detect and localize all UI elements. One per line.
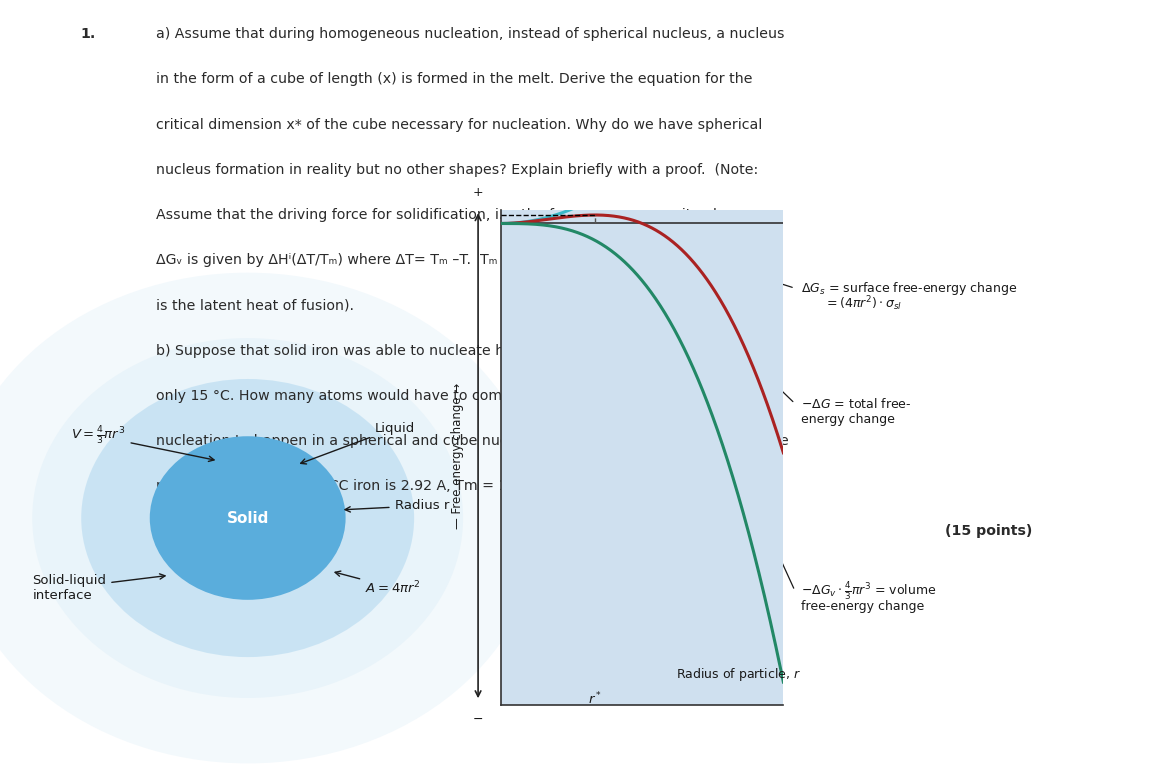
Text: free-energy change: free-energy change <box>801 600 924 613</box>
Text: energy change: energy change <box>801 413 894 425</box>
Text: nucleus formation in reality but no other shapes? Explain briefly with a proof. : nucleus formation in reality but no othe… <box>156 163 758 177</box>
Text: $= (4\pi r^2) \cdot \sigma_{sl}$: $= (4\pi r^2) \cdot \sigma_{sl}$ <box>824 294 902 313</box>
Text: Solid: Solid <box>227 510 268 526</box>
Text: $-\Delta G_v \cdot \frac{4}{3}\pi r^3$ = volume: $-\Delta G_v \cdot \frac{4}{3}\pi r^3$ =… <box>801 580 937 601</box>
Text: x10⁻⁷ J/cm².: x10⁻⁷ J/cm². <box>156 524 249 538</box>
Ellipse shape <box>81 379 415 657</box>
Text: −: − <box>472 713 484 726</box>
Text: nucleation to happen in a spherical and cube nucleus? Compare. Assume that the l: nucleation to happen in a spherical and … <box>156 434 788 448</box>
Text: $A = 4\pi r^2$: $A = 4\pi r^2$ <box>335 571 420 596</box>
Ellipse shape <box>150 436 346 600</box>
Text: $\Delta G_s$ = surface free-energy change: $\Delta G_s$ = surface free-energy chang… <box>801 280 1017 297</box>
Text: Solid-liquid
interface: Solid-liquid interface <box>32 573 165 601</box>
Text: parameter of the solid BCC iron is 2.92 A, Tm = 1538 °C, ΔHⁱ = 1737 J/cm³, σ = 2: parameter of the solid BCC iron is 2.92 … <box>156 479 750 493</box>
Text: ΔGᵥ is given by ΔHⁱ(ΔT/Tₘ) where ΔT= Tₘ –T.  Tₘ is the melting temperature and Δ: ΔGᵥ is given by ΔHⁱ(ΔT/Tₘ) where ΔT= Tₘ … <box>156 253 752 267</box>
Ellipse shape <box>32 338 463 698</box>
Text: 1.: 1. <box>81 27 96 41</box>
Text: +: + <box>472 185 484 199</box>
Text: Liquid: Liquid <box>301 421 415 464</box>
Text: is the latent heat of fusion).: is the latent heat of fusion). <box>156 298 358 312</box>
Text: Radius of particle, $r$: Radius of particle, $r$ <box>676 667 801 683</box>
Text: — Free energy change →: — Free energy change → <box>450 382 464 529</box>
Ellipse shape <box>0 273 541 763</box>
Text: only 15 °C. How many atoms would have to come together spontaneously for critica: only 15 °C. How many atoms would have to… <box>156 389 760 403</box>
Text: in the form of a cube of length (x) is formed in the melt. Derive the equation f: in the form of a cube of length (x) is f… <box>156 72 752 86</box>
Text: $V = \frac{4}{3}\pi r^3$: $V = \frac{4}{3}\pi r^3$ <box>71 425 214 461</box>
Text: $r^*$: $r^*$ <box>588 690 602 707</box>
Text: $-\Delta G$ = total free-: $-\Delta G$ = total free- <box>801 397 911 411</box>
Text: b) Suppose that solid iron was able to nucleate homogeneously with an undercooli: b) Suppose that solid iron was able to n… <box>156 344 780 358</box>
Text: critical dimension x* of the cube necessary for nucleation. Why do we have spher: critical dimension x* of the cube necess… <box>156 118 761 132</box>
Text: Assume that the driving force for solidification, i.e. the free energy per unit : Assume that the driving force for solidi… <box>156 208 752 222</box>
Text: (15 points): (15 points) <box>945 524 1032 538</box>
Text: a) Assume that during homogeneous nucleation, instead of spherical nucleus, a nu: a) Assume that during homogeneous nuclea… <box>156 27 785 41</box>
Text: Radius r: Radius r <box>346 499 449 513</box>
